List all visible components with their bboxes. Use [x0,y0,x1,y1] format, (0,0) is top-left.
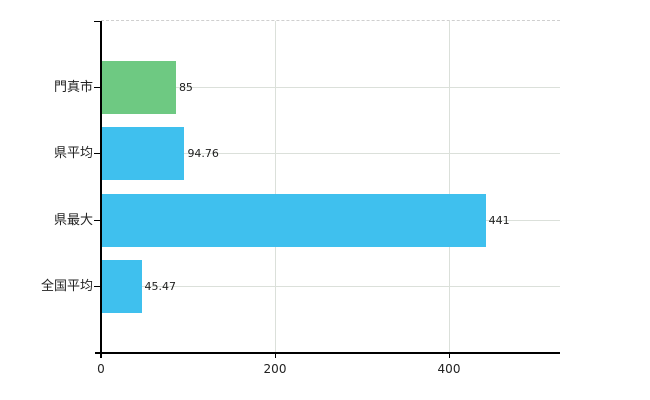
plot-top-border [101,20,560,21]
x-axis-tick-1 [274,353,276,358]
value-label-0: 85 [178,80,193,94]
h-gridline-0 [101,86,560,88]
bar-3 [102,260,142,314]
y-axis-tick-top [94,20,100,22]
y-axis-tick-1 [94,153,100,155]
x-axis [95,352,560,354]
x-tick-label-1: 200 [263,362,287,376]
y-axis-tick-0 [94,86,100,88]
category-label-1: 県平均 [53,146,93,162]
v-gridline-2 [449,21,450,353]
x-axis-tick-2 [448,353,450,358]
y-axis-tick-3 [94,286,100,288]
bar-1 [102,127,185,181]
category-label-2: 県最大 [53,212,93,228]
value-label-1: 94.76 [187,147,219,161]
h-gridline-3 [101,286,560,288]
bar-0 [102,60,176,114]
category-label-0: 門真市 [53,79,93,95]
bar-2 [102,193,486,247]
category-label-3: 全国平均 [40,279,93,295]
value-label-2: 441 [488,213,510,227]
x-tick-label-2: 400 [437,362,461,376]
x-tick-label-0: 0 [97,362,105,376]
h-gridline-1 [101,153,560,155]
v-gridline-1 [275,21,276,353]
y-axis [100,21,102,358]
value-label-3: 45.47 [144,280,177,294]
y-axis-tick-2 [94,219,100,221]
